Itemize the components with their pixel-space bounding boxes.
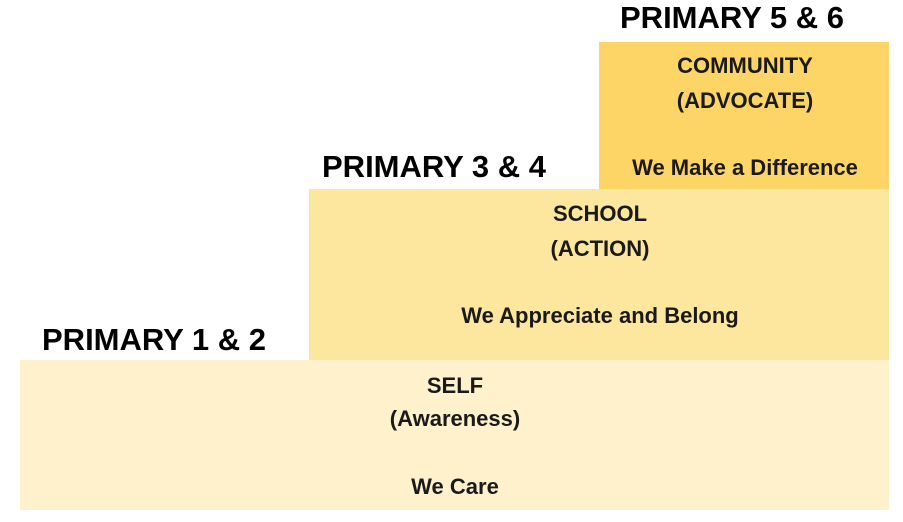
level-heading-primary-1-2: PRIMARY 1 & 2 [42,322,266,357]
step-block-primary-3-4 [309,189,889,360]
step-block-primary-1-2 [20,360,889,510]
step-3-role: (ADVOCATE) [676,88,814,113]
step-1-role: (Awareness) [389,406,521,431]
step-1-focus: SELF [426,373,484,398]
step-block-primary-5-6 [599,42,889,189]
step-2-motto: We Appreciate and Belong [461,303,739,328]
step-3-focus: COMMUNITY [677,53,813,78]
step-2-focus: SCHOOL [552,201,648,226]
step-1-motto: We Care [411,474,499,499]
step-3-motto: We Make a Difference [632,155,858,180]
step-2-role: (ACTION) [550,236,650,261]
level-heading-primary-3-4: PRIMARY 3 & 4 [322,149,546,184]
level-heading-primary-5-6: PRIMARY 5 & 6 [620,0,844,35]
